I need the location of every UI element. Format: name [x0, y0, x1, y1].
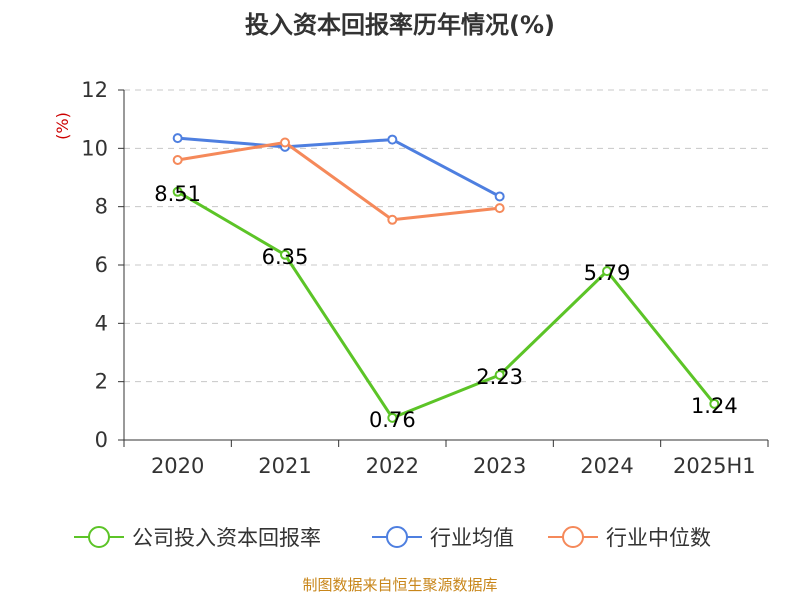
legend-item-1[interactable]: 行业均值: [372, 526, 514, 550]
grid-lines: [124, 89, 768, 383]
legend-label: 行业中位数: [606, 526, 711, 550]
data-point[interactable]: [494, 203, 505, 214]
y-tick-label: 4: [95, 311, 108, 335]
data-label: 0.76: [369, 408, 416, 432]
legend[interactable]: 公司投入资本回报率 行业均值 行业中位数: [74, 526, 711, 550]
data-point[interactable]: [280, 137, 290, 148]
data-point[interactable]: [494, 369, 505, 380]
data-point[interactable]: [172, 186, 183, 197]
y-tick-label: 0: [95, 428, 108, 452]
y-tick-label: 8: [95, 195, 108, 219]
data-label: 2.23: [476, 365, 523, 389]
legend-item-2[interactable]: 行业中位数: [548, 526, 711, 550]
data-point[interactable]: [387, 214, 398, 225]
legend-marker: [386, 526, 408, 548]
data-point[interactable]: [494, 191, 505, 202]
legend-marker: [88, 526, 110, 548]
legend-marker: [562, 526, 584, 548]
x-tick-label: 2023: [473, 454, 526, 478]
y-tick-label: 10: [81, 136, 108, 160]
x-tick-label: 2025H1: [673, 454, 756, 478]
data-label: 1.24: [691, 394, 738, 418]
axes: 0 2 4 6 8 10 12 2020 2021 2022 2023 2024 2025H1: [81, 78, 769, 478]
x-tick-label: 2020: [151, 454, 204, 478]
x-tick-label: 2024: [580, 454, 633, 478]
data-label: 8.51: [154, 182, 201, 206]
data-point[interactable]: [172, 155, 183, 165]
series-layer: [172, 133, 720, 423]
data-label: 6.35: [262, 245, 309, 269]
data-point[interactable]: [387, 134, 398, 145]
data-labels: 8.51 6.35 0.76 2.23 5.79 1.24: [154, 182, 737, 432]
y-tick-label: 6: [95, 253, 108, 277]
legend-label: 行业均值: [430, 526, 514, 550]
data-point[interactable]: [709, 398, 720, 409]
y-tick-label: 12: [81, 78, 108, 102]
legend-label: 公司投入资本回报率: [132, 526, 321, 550]
x-tick-label: 2021: [258, 454, 311, 478]
data-point[interactable]: [602, 266, 612, 277]
series-line-1: [177, 136, 501, 198]
x-tick-label: 2022: [366, 454, 419, 478]
data-label: 5.79: [584, 261, 631, 285]
y-tick-label: 2: [95, 370, 108, 394]
chart-title: 投入资本回报率历年情况(%): [245, 11, 555, 39]
series-line-2: [177, 141, 500, 222]
data-point[interactable]: [280, 249, 290, 260]
y-axis-label: (%): [53, 112, 72, 140]
series-line-0: [176, 190, 716, 420]
source-note: 制图数据来自恒生聚源数据库: [302, 576, 497, 594]
legend-item-0[interactable]: 公司投入资本回报率: [74, 526, 321, 550]
data-point[interactable]: [172, 133, 183, 144]
data-point[interactable]: [387, 412, 398, 423]
